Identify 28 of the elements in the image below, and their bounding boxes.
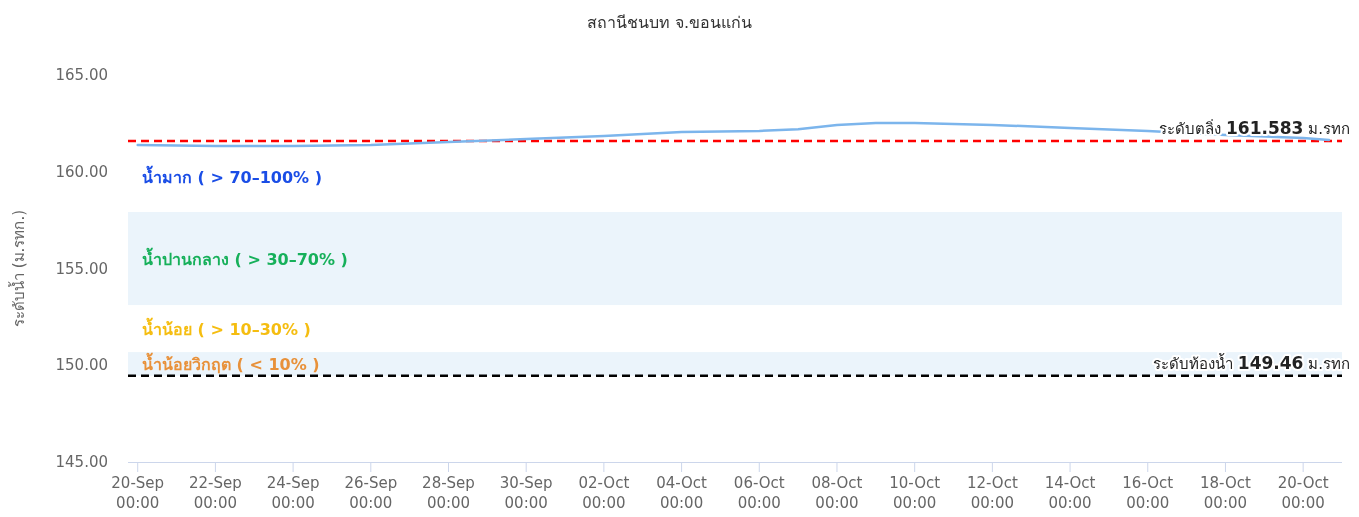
y-tick-label: 165.00 <box>55 66 108 84</box>
x-tick-label: 20-Sep 00:00 <box>111 474 165 512</box>
x-tick-label: 08-Oct 00:00 <box>811 474 863 512</box>
x-tick-label: 02-Oct 00:00 <box>578 474 630 512</box>
annotation: น้ำน้อย ( > 10–30% ) <box>142 316 311 339</box>
y-tick-label: 145.00 <box>55 453 108 471</box>
x-tick-label: 10-Oct 00:00 <box>889 474 941 512</box>
x-tick-label: 24-Sep 00:00 <box>266 474 320 512</box>
annotation: น้ำมาก ( > 70–100% ) <box>142 164 323 187</box>
x-tick-label: 18-Oct 00:00 <box>1200 474 1251 512</box>
x-tick-label: 16-Oct 00:00 <box>1122 474 1174 512</box>
x-tick-label: 30-Sep 00:00 <box>499 474 553 512</box>
x-tick-label: 28-Sep 00:00 <box>422 474 475 512</box>
ref-line-label: ระดับท้องน้ำ 149.46 ม.รทก <box>1153 352 1350 373</box>
x-tick-label: 06-Oct 00:00 <box>733 474 785 512</box>
y-axis-title: ระดับน้ำ (ม.รทก.) <box>8 209 28 328</box>
y-tick-label: 160.00 <box>55 162 108 181</box>
y-tick-label: 150.00 <box>55 356 108 375</box>
x-tick-label: 20-Oct 00:00 <box>1277 474 1329 512</box>
x-tick-label: 14-Oct 00:00 <box>1044 474 1096 512</box>
x-tick-label: 12-Oct 00:00 <box>966 474 1018 512</box>
x-tick-label: 26-Sep 00:00 <box>344 474 398 512</box>
band-label: น้ำปานกลาง ( > 30–70% ) <box>142 246 348 269</box>
chart-title: สถานีชนบท จ.ขอนแก่น <box>586 13 753 32</box>
y-tick-label: 155.00 <box>55 259 108 278</box>
x-tick-label: 22-Sep 00:00 <box>189 474 242 512</box>
x-tick-label: 04-Oct 00:00 <box>656 474 708 512</box>
band-label: น้ำน้อยวิกฤต ( < 10% ) <box>142 351 320 374</box>
